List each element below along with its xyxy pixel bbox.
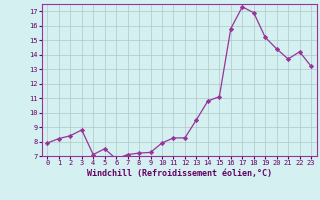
X-axis label: Windchill (Refroidissement éolien,°C): Windchill (Refroidissement éolien,°C) — [87, 169, 272, 178]
